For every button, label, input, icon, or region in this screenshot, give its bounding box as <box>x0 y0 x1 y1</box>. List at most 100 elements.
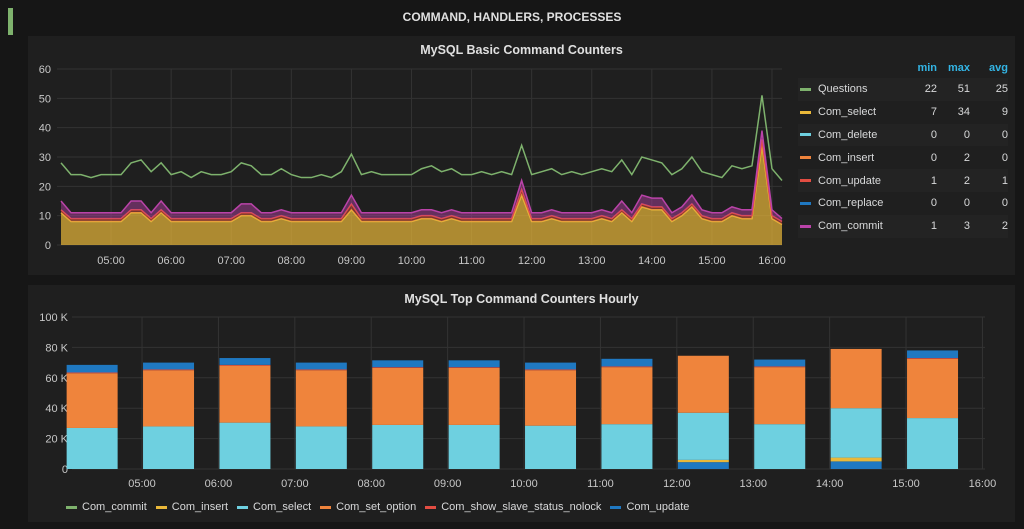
series-color-swatch[interactable] <box>800 87 811 91</box>
series-name[interactable]: Questions <box>818 83 868 96</box>
series-name[interactable]: Com_set_option <box>336 501 417 513</box>
bar-segment-com-select[interactable] <box>525 425 577 469</box>
bar-segment-com-insert[interactable] <box>677 459 729 463</box>
legend-item[interactable]: Com_set_option <box>320 501 416 513</box>
bar-segment-com-select[interactable] <box>677 412 729 460</box>
bar-segment-com-insert[interactable] <box>830 457 882 462</box>
bar-segment-com-set-option[interactable] <box>66 373 118 428</box>
series-color-swatch[interactable] <box>800 133 811 137</box>
bar-segment-com-select[interactable] <box>448 424 500 469</box>
bar-segment-com-set-option[interactable] <box>525 370 577 426</box>
series-name[interactable]: Com_insert <box>171 501 229 513</box>
bar-segment-com-set-option[interactable] <box>143 370 195 427</box>
legend-item[interactable]: Com_insert <box>155 501 229 513</box>
series-name[interactable]: Com_select <box>253 501 312 513</box>
series-name[interactable]: Com_insert <box>818 151 875 164</box>
bar-segment-com-update[interactable] <box>907 350 959 359</box>
legend-item[interactable]: Com_update <box>610 501 689 513</box>
x-tick-label: 11:00 <box>458 255 485 267</box>
bar-chart[interactable]: 0 20 K 40 K 60 K 80 K 100 K 05:00 06:00 07:00 08:… <box>28 285 1015 522</box>
bar-segment-com-show-slave-status-nolock[interactable] <box>295 369 347 371</box>
series-color-swatch[interactable] <box>800 224 811 228</box>
bar-segment-com-update[interactable] <box>372 360 424 368</box>
bar-segment-com-show-slave-status-nolock[interactable] <box>143 369 195 371</box>
bar-segment-com-show-slave-status-nolock[interactable] <box>448 367 500 368</box>
bar-segment-com-update[interactable] <box>66 364 118 373</box>
legend-row-com-delete[interactable]: Com_delete 0 0 0 <box>798 123 1008 147</box>
bar-segment-com-select[interactable] <box>907 418 959 469</box>
legend-row-com-commit[interactable]: Com_commit 1 3 2 <box>798 214 1008 238</box>
series-color-swatch[interactable] <box>66 505 77 509</box>
bar-segment-com-show-slave-status-nolock[interactable] <box>219 364 271 366</box>
bar-segment-com-show-slave-status-nolock[interactable] <box>66 372 118 374</box>
bar-segment-com-update[interactable] <box>295 362 347 370</box>
bar-segment-com-show-slave-status-nolock[interactable] <box>754 366 806 368</box>
row-title[interactable]: COMMAND, HANDLERS, PROCESSES <box>402 10 622 24</box>
series-name[interactable]: Com_commit <box>82 501 147 513</box>
bar-segment-com-set-option[interactable] <box>830 348 882 409</box>
bar-segment-com-select[interactable] <box>66 427 118 469</box>
legend-item[interactable]: Com_select <box>237 501 311 513</box>
bar-segment-com-show-slave-status-nolock[interactable] <box>601 366 653 368</box>
bar-segment-com-select[interactable] <box>372 424 424 469</box>
series-avg: 0 <box>1001 128 1008 141</box>
bar-segment-com-set-option[interactable] <box>219 365 271 423</box>
legend-row-questions[interactable]: Questions 22 51 25 <box>798 78 1008 101</box>
series-color-swatch[interactable] <box>800 110 811 114</box>
bar-segment-com-select[interactable] <box>295 426 347 469</box>
bar-segment-com-show-slave-status-nolock[interactable] <box>372 367 424 368</box>
series-name[interactable]: Com_delete <box>818 128 878 141</box>
legend-row-com-update[interactable]: Com_update 1 2 1 <box>798 169 1008 192</box>
legend-row-com-select[interactable]: Com_select 7 34 9 <box>798 101 1008 124</box>
panel-title[interactable]: MySQL Top Command Counters Hourly <box>404 292 639 306</box>
bar-segment-com-show-slave-status-nolock[interactable] <box>525 369 577 371</box>
series-color-swatch[interactable] <box>800 179 811 183</box>
bar-segment-com-set-option[interactable] <box>448 367 500 425</box>
series-color-swatch[interactable] <box>800 201 811 205</box>
row-collapse-marker[interactable] <box>8 8 13 35</box>
legend-item[interactable]: Com_commit <box>66 501 147 513</box>
header-avg[interactable]: avg <box>989 62 1008 74</box>
bar-segment-com-update[interactable] <box>601 358 653 367</box>
x-tick-label: 12:00 <box>663 478 691 490</box>
y-tick-label: 60 <box>39 64 51 76</box>
series-name[interactable]: Com_replace <box>818 197 884 210</box>
bar-segment-com-set-option[interactable] <box>601 367 653 425</box>
bar-segment-com-set-option[interactable] <box>372 367 424 425</box>
bar-segment-com-select[interactable] <box>601 424 653 469</box>
series-name[interactable]: Com_select <box>818 106 877 119</box>
series-name[interactable]: Com_commit <box>818 220 883 233</box>
series-color-swatch[interactable] <box>800 156 811 160</box>
panel-title[interactable]: MySQL Basic Command Counters <box>420 43 623 57</box>
series-color-swatch[interactable] <box>237 505 249 509</box>
bar-segment-com-update[interactable] <box>219 358 271 365</box>
bar-segment-com-set-option[interactable] <box>754 367 806 425</box>
bar-segment-com-select[interactable] <box>143 426 195 469</box>
legend-row-com-replace[interactable]: Com_replace 0 0 0 <box>798 192 1008 215</box>
bar-segment-com-set-option[interactable] <box>295 370 347 427</box>
series-name[interactable]: Com_update <box>818 174 881 187</box>
bar-segment-com-select[interactable] <box>219 422 271 469</box>
bar-segment-com-update[interactable] <box>448 360 500 368</box>
bar-segment-com-set-option[interactable] <box>907 358 959 419</box>
series-name[interactable]: Com_show_slave_status_nolock <box>441 501 602 513</box>
series-color-swatch[interactable] <box>320 505 332 509</box>
series-color-swatch[interactable] <box>155 505 167 509</box>
bar-segment-com-update[interactable] <box>525 362 577 370</box>
series-color-swatch[interactable] <box>425 505 437 509</box>
header-max[interactable]: max <box>947 62 970 74</box>
legend-row-com-insert[interactable]: Com_insert 0 2 0 <box>798 146 1008 169</box>
bar-segment-com-select[interactable] <box>830 408 882 458</box>
bar-segment-com-select[interactable] <box>754 424 806 469</box>
bar-segment-com-update-bottom[interactable] <box>830 461 882 469</box>
series-color-swatch[interactable] <box>610 505 622 509</box>
bar-segment-com-set-option[interactable] <box>677 355 729 413</box>
bar-segment-com-update[interactable] <box>754 359 806 367</box>
bar-segment-com-update-bottom[interactable] <box>677 462 729 469</box>
bar-segment-com-update[interactable] <box>143 362 195 370</box>
series-name[interactable]: Com_update <box>626 501 690 513</box>
bar-segment-com-show-slave-status-nolock[interactable] <box>907 358 959 359</box>
legend-item[interactable]: Com_show_slave_status_nolock <box>425 501 601 513</box>
header-min[interactable]: min <box>917 62 937 74</box>
